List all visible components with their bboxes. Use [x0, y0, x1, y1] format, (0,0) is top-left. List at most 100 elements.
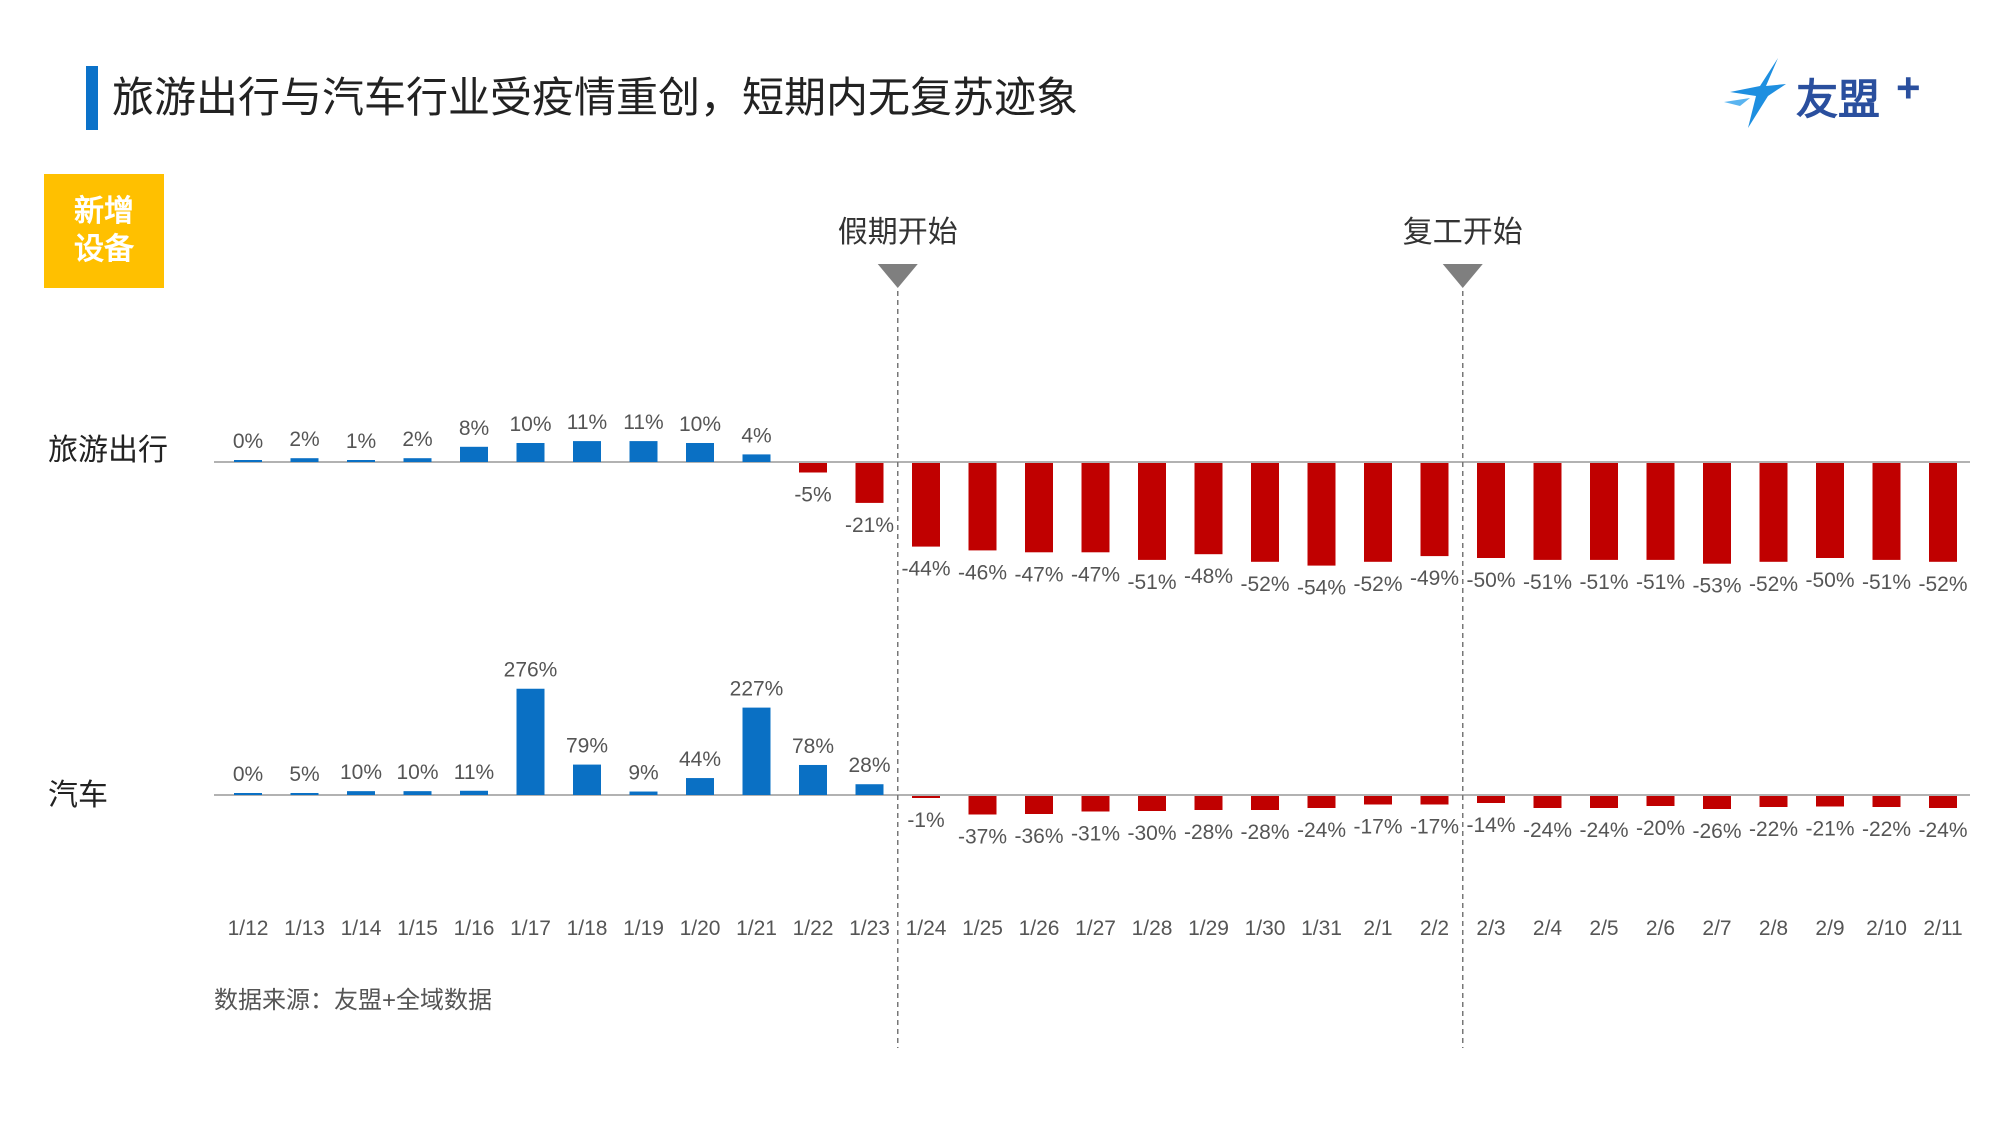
x-tick-label-6: 1/18: [567, 917, 608, 940]
data-label-1-2: 10%: [340, 761, 382, 784]
umeng-logo: 友盟 +: [1720, 56, 1940, 132]
data-label-1-29: -22%: [1862, 818, 1911, 841]
x-tick-label-2: 1/14: [341, 917, 382, 940]
bar-0-7: [629, 441, 658, 462]
data-label-0-2: 1%: [346, 430, 376, 453]
x-tick-label-26: 2/7: [1702, 917, 1731, 940]
x-tick-label-7: 1/19: [623, 917, 664, 940]
bar-1-4: [460, 790, 488, 795]
x-tick-label-0: 1/12: [228, 917, 269, 940]
x-tick-label-10: 1/22: [793, 917, 834, 940]
bar-1-0: [234, 793, 262, 795]
bar-0-2: [347, 460, 375, 462]
data-label-0-26: -53%: [1692, 575, 1741, 598]
data-label-1-23: -24%: [1523, 819, 1572, 842]
bar-1-6: [573, 764, 601, 795]
bar-1-21: [1420, 796, 1449, 805]
metric-badge: 新增 设备: [44, 174, 164, 288]
data-label-1-30: -24%: [1918, 819, 1967, 842]
x-tick-label-21: 2/2: [1420, 917, 1449, 940]
bar-0-20: [1364, 463, 1392, 562]
logo-plus: +: [1896, 64, 1921, 111]
bar-1-30: [1929, 796, 1957, 808]
data-label-0-27: -52%: [1749, 573, 1798, 596]
bar-1-24: [1590, 796, 1618, 808]
data-label-0-3: 2%: [402, 428, 432, 451]
data-label-1-7: 9%: [628, 762, 658, 785]
x-tick-label-11: 1/23: [849, 917, 890, 940]
data-label-0-19: -54%: [1297, 577, 1346, 600]
data-label-1-21: -17%: [1410, 816, 1459, 839]
x-tick-label-12: 1/24: [906, 917, 947, 940]
data-label-0-18: -52%: [1240, 573, 1289, 596]
bar-1-8: [686, 778, 714, 795]
bar-0-6: [573, 441, 601, 462]
data-label-1-27: -22%: [1749, 818, 1798, 841]
data-label-1-11: 28%: [848, 754, 890, 777]
x-tick-label-30: 2/11: [1923, 917, 1962, 940]
data-label-0-6: 11%: [567, 411, 607, 434]
x-tick-label-17: 1/29: [1188, 917, 1229, 940]
bar-0-27: [1759, 463, 1788, 562]
data-label-0-25: -51%: [1636, 571, 1685, 594]
bar-0-21: [1420, 463, 1449, 557]
bar-1-28: [1816, 796, 1844, 807]
series-name-0: 旅游出行: [48, 434, 168, 467]
bar-0-4: [460, 446, 488, 462]
bar-1-3: [403, 791, 432, 795]
data-label-1-17: -28%: [1184, 821, 1233, 844]
bar-0-12: [912, 463, 940, 547]
data-label-0-10: -5%: [794, 484, 831, 507]
x-tick-label-23: 2/4: [1533, 917, 1563, 940]
data-label-0-23: -51%: [1523, 571, 1572, 594]
bar-1-13: [968, 796, 997, 815]
bar-0-9: [742, 454, 771, 462]
bar-1-14: [1025, 796, 1053, 814]
x-tick-label-24: 2/5: [1589, 917, 1618, 940]
x-tick-label-3: 1/15: [397, 917, 438, 940]
bar-0-16: [1138, 463, 1166, 560]
badge-line-2: 设备: [74, 233, 134, 266]
bird-logo-icon: [1724, 58, 1786, 128]
annotation-marker-icon-0: [877, 264, 918, 288]
bar-0-22: [1477, 463, 1505, 558]
bar-1-19: [1307, 796, 1336, 808]
data-label-0-13: -46%: [958, 561, 1007, 584]
bar-0-10: [799, 463, 827, 473]
bar-1-27: [1759, 796, 1788, 807]
data-label-1-20: -17%: [1353, 816, 1402, 839]
data-label-0-28: -50%: [1805, 569, 1854, 592]
x-tick-label-25: 2/6: [1646, 917, 1675, 940]
data-label-1-19: -24%: [1297, 819, 1346, 842]
annotation-label-0: 假期开始: [838, 216, 958, 249]
bar-1-9: [742, 707, 771, 795]
bar-0-19: [1307, 463, 1336, 566]
bar-0-0: [234, 460, 262, 462]
bar-0-8: [686, 443, 714, 462]
data-label-1-18: -28%: [1240, 821, 1289, 844]
bar-1-15: [1081, 796, 1110, 812]
data-label-0-4: 8%: [459, 417, 489, 440]
page-title: 旅游出行与汽车行业受疫情重创，短期内无复苏迹象: [112, 74, 1079, 121]
data-label-1-5: 276%: [504, 659, 558, 682]
bar-0-18: [1251, 463, 1279, 562]
data-label-1-12: -1%: [907, 809, 944, 832]
bar-1-7: [629, 791, 658, 795]
data-label-0-1: 2%: [289, 428, 319, 451]
bar-0-13: [968, 463, 997, 551]
bar-1-20: [1364, 796, 1392, 805]
data-label-1-24: -24%: [1579, 819, 1628, 842]
x-tick-label-1: 1/13: [284, 917, 325, 940]
data-label-1-28: -21%: [1805, 818, 1854, 841]
bar-1-22: [1477, 796, 1505, 803]
bar-0-26: [1703, 463, 1731, 564]
data-label-1-10: 78%: [792, 735, 834, 758]
x-tick-label-5: 1/17: [510, 917, 551, 940]
data-label-0-0: 0%: [233, 430, 263, 453]
data-label-1-15: -31%: [1071, 823, 1120, 846]
bar-0-1: [290, 458, 319, 462]
bar-1-10: [799, 764, 827, 795]
bar-0-24: [1590, 463, 1618, 560]
bar-1-12: [912, 796, 940, 798]
badge-line-1: 新增: [74, 195, 134, 228]
